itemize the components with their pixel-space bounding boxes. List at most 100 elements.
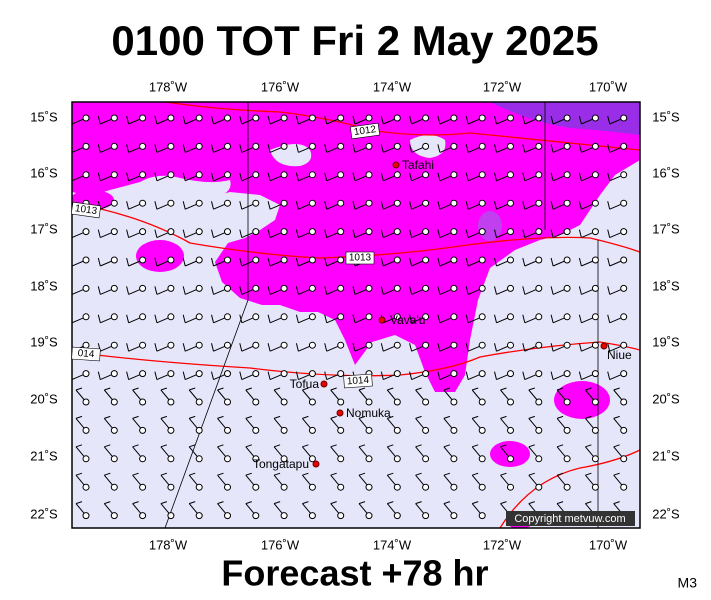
barb-station	[535, 142, 543, 150]
barb-flag	[352, 144, 356, 153]
barb-flag	[556, 444, 564, 448]
barb-flag	[267, 201, 271, 210]
barb-station	[478, 512, 486, 520]
barb-flag	[437, 257, 441, 267]
barb-station	[167, 142, 175, 150]
barb-station	[280, 370, 288, 378]
barb-flag	[578, 343, 582, 352]
barb-station	[507, 313, 514, 321]
barb-station	[82, 370, 90, 378]
barb-station	[139, 142, 147, 150]
barb-flag	[302, 415, 309, 419]
barb-flag	[409, 201, 413, 210]
barb-station	[422, 483, 430, 491]
barb-station	[280, 455, 288, 463]
barb-flag	[211, 371, 214, 380]
latitude-label: 22˚S	[652, 506, 680, 521]
precip-blob	[490, 441, 530, 467]
barb-flag	[182, 201, 186, 210]
barb-flag	[97, 229, 101, 238]
barb-station	[167, 171, 175, 179]
barb-flag	[528, 415, 535, 419]
latitude-label: 21˚S	[652, 448, 680, 463]
barb-flag	[607, 201, 611, 210]
barb-station	[280, 512, 288, 520]
barb-station	[280, 256, 288, 264]
barb-station	[450, 426, 458, 434]
barb-station	[337, 398, 345, 406]
barb-station	[139, 455, 147, 463]
barb-flag	[273, 472, 281, 476]
barb-station	[393, 370, 401, 378]
barb-station	[139, 370, 147, 378]
latitude-label: 15˚S	[30, 109, 58, 124]
isobar-label-group: 014	[71, 346, 101, 362]
precip-blob	[554, 381, 610, 419]
barb-station	[393, 483, 401, 491]
longitude-label: 178˚W	[149, 79, 188, 94]
barb-station	[591, 199, 599, 207]
barb-flag	[126, 314, 130, 323]
barb-flag	[500, 387, 507, 391]
barb-station	[308, 455, 316, 463]
barb-flag	[104, 444, 111, 448]
barb-station	[252, 171, 260, 179]
barb-station	[535, 426, 543, 434]
barb-flag	[494, 371, 497, 380]
barb-station	[252, 284, 260, 292]
barb-station	[478, 370, 486, 378]
barb-station	[620, 313, 628, 321]
barb-station	[535, 398, 543, 406]
barb-station	[167, 370, 175, 378]
barb-station	[422, 398, 430, 406]
barb-station	[110, 199, 118, 207]
barb-flag	[295, 343, 299, 352]
barb-station	[507, 114, 514, 122]
barb-flag	[267, 314, 271, 323]
barb-flag	[295, 314, 299, 323]
barb-station	[393, 256, 401, 264]
barb-station	[450, 256, 458, 264]
barb-station	[308, 199, 316, 207]
barb-flag	[522, 286, 526, 295]
barb-flag	[578, 144, 582, 153]
barb-flag	[267, 286, 271, 295]
barb-station	[450, 483, 458, 491]
labels: 178˚W 178˚W 176˚W 176˚W 174˚W 174˚W 172˚W 172˚W…	[30, 79, 680, 552]
barb-flag	[494, 172, 497, 181]
barb-station	[563, 228, 571, 236]
barb-flag	[465, 371, 469, 380]
barb-station	[478, 483, 486, 491]
barb-station	[620, 142, 628, 150]
barb-flag	[550, 172, 554, 181]
barb-station	[167, 228, 175, 236]
barb-flag	[75, 444, 83, 448]
barb-flag	[330, 501, 337, 505]
barb-station	[393, 398, 401, 406]
barb-flag	[550, 229, 554, 238]
place-marker	[378, 316, 386, 324]
barb-flag	[267, 343, 271, 352]
barb-flag	[387, 501, 394, 505]
barb-station	[224, 512, 231, 520]
barb-flag	[239, 115, 243, 125]
barb-flag	[211, 201, 214, 210]
barb-flag	[380, 371, 384, 380]
barb-flag	[211, 257, 214, 267]
barb-station	[110, 313, 118, 321]
barb-station	[365, 171, 373, 179]
barb-flag	[302, 444, 309, 448]
latitude-label: 17˚S	[30, 221, 58, 236]
barb-flag	[126, 115, 130, 125]
barb-flag	[324, 229, 328, 238]
barb-flag	[607, 229, 611, 238]
barb-station	[591, 426, 599, 434]
barb-station	[478, 341, 486, 349]
place-label: Tongatapu	[253, 457, 309, 471]
longitude-label: 176˚W	[261, 79, 300, 94]
barb-station	[280, 398, 288, 406]
barb-flag	[211, 314, 214, 323]
barb-flag	[324, 172, 328, 181]
barb-flag	[182, 257, 186, 267]
barb-station	[280, 228, 288, 236]
